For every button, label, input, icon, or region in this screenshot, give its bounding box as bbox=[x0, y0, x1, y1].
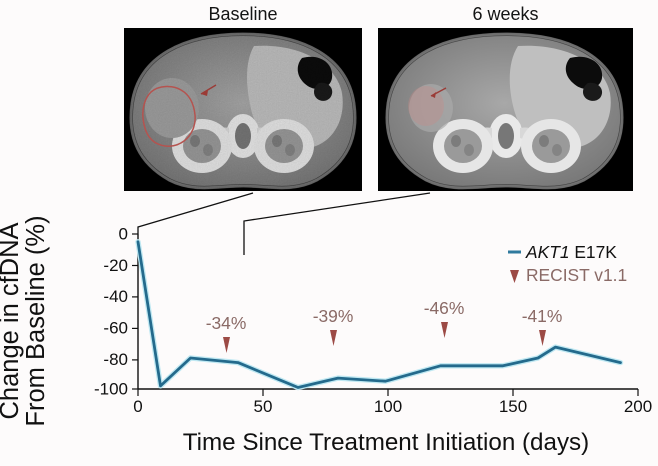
svg-text:-80: -80 bbox=[103, 350, 128, 369]
svg-text:-40: -40 bbox=[103, 287, 128, 306]
svg-text:-60: -60 bbox=[103, 319, 128, 338]
svg-text:-46%: -46% bbox=[424, 298, 465, 318]
svg-text:RECIST v1.1: RECIST v1.1 bbox=[526, 265, 627, 285]
svg-text:-39%: -39% bbox=[313, 306, 354, 326]
svg-text:Time Since Treatment Initiatio: Time Since Treatment Initiation (days) bbox=[183, 429, 589, 456]
svg-text:AKT1 E17K: AKT1 E17K bbox=[525, 242, 617, 262]
svg-text:-41%: -41% bbox=[522, 306, 563, 326]
svg-text:200: 200 bbox=[624, 397, 652, 416]
svg-text:From Baseline (%): From Baseline (%) bbox=[22, 215, 50, 426]
svg-text:100: 100 bbox=[374, 397, 402, 416]
svg-text:-34%: -34% bbox=[206, 313, 247, 333]
svg-text:-100: -100 bbox=[94, 380, 128, 399]
svg-text:150: 150 bbox=[499, 397, 527, 416]
svg-text:50: 50 bbox=[254, 397, 273, 416]
svg-text:-20: -20 bbox=[103, 256, 128, 275]
svg-text:0: 0 bbox=[119, 225, 128, 244]
svg-text:Change in cfDNA: Change in cfDNA bbox=[0, 222, 24, 419]
svg-text:0: 0 bbox=[133, 397, 142, 416]
